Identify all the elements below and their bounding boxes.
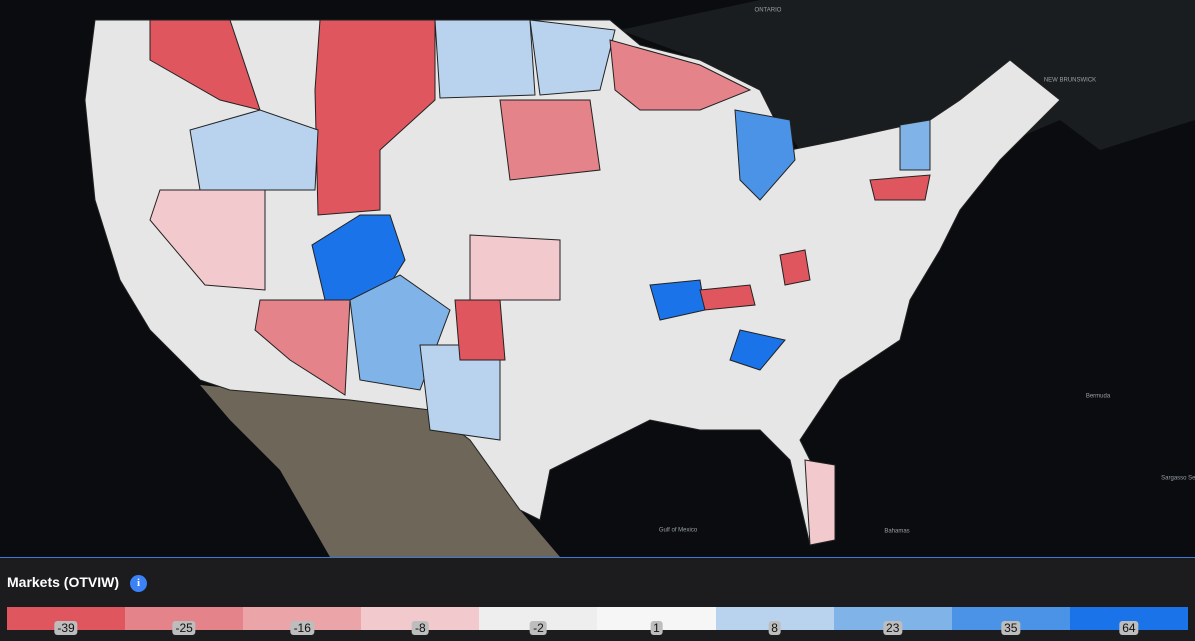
legend-title: Markets (OTVIW) <box>7 574 120 590</box>
legend-swatch[interactable]: 8 <box>715 607 834 635</box>
legend-swatch[interactable]: 35 <box>951 607 1070 635</box>
legend-label: 35 <box>1001 621 1021 635</box>
map-label: Bahamas <box>884 529 909 535</box>
legend-label: 64 <box>1119 621 1139 635</box>
region <box>314 19 436 216</box>
region <box>499 99 601 181</box>
region <box>189 109 319 191</box>
legend-swatch[interactable]: -2 <box>479 607 598 635</box>
region <box>254 299 351 396</box>
legend-panel: Markets (OTVIW) i -39 -25 -16 -8 -2 1 8 23 35 64 <box>0 557 1195 641</box>
legend-swatch[interactable]: -39 <box>7 607 126 635</box>
info-icon[interactable]: i <box>130 575 147 592</box>
legend-swatch[interactable]: -8 <box>361 607 480 635</box>
legend-label: -2 <box>530 621 547 635</box>
region <box>609 39 752 111</box>
legend-label: -39 <box>54 621 78 635</box>
legend-label: 8 <box>768 621 781 635</box>
map-label: Sargasso Sea <box>1161 476 1195 482</box>
legend-swatch[interactable]: 23 <box>833 607 952 635</box>
legend-swatch[interactable]: -16 <box>243 607 362 635</box>
legend-label: 23 <box>883 621 903 635</box>
legend-label: -16 <box>290 621 314 635</box>
legend-swatch[interactable]: 1 <box>597 607 716 635</box>
map-label: Bermuda <box>1086 394 1111 400</box>
mexico-land <box>200 385 560 557</box>
region <box>529 19 616 96</box>
region <box>729 329 786 371</box>
map[interactable]: ONTARIO NEW BRUNSWICK Bermuda Gulf of Mexic… <box>0 0 1195 557</box>
region <box>869 174 931 201</box>
region <box>149 189 266 291</box>
region <box>699 284 756 311</box>
legend-label: -8 <box>411 621 429 635</box>
region <box>454 299 506 361</box>
legend-bar: -39 -25 -16 -8 -2 1 8 23 35 64 <box>7 607 1188 635</box>
map-label: NEW BRUNSWICK <box>1044 78 1096 84</box>
canada-land <box>620 0 1195 180</box>
region <box>469 234 561 301</box>
legend-label: 1 <box>650 621 663 635</box>
region <box>434 19 536 99</box>
legend-label: -25 <box>172 621 196 635</box>
legend-swatch[interactable]: -25 <box>125 607 244 635</box>
legend-swatch[interactable]: 64 <box>1069 607 1188 635</box>
region <box>804 459 836 546</box>
map-label: ONTARIO <box>755 8 782 14</box>
region <box>899 119 931 171</box>
region <box>734 109 796 201</box>
region <box>779 249 811 286</box>
map-label: Gulf of Mexico <box>659 528 698 534</box>
region <box>149 19 261 111</box>
